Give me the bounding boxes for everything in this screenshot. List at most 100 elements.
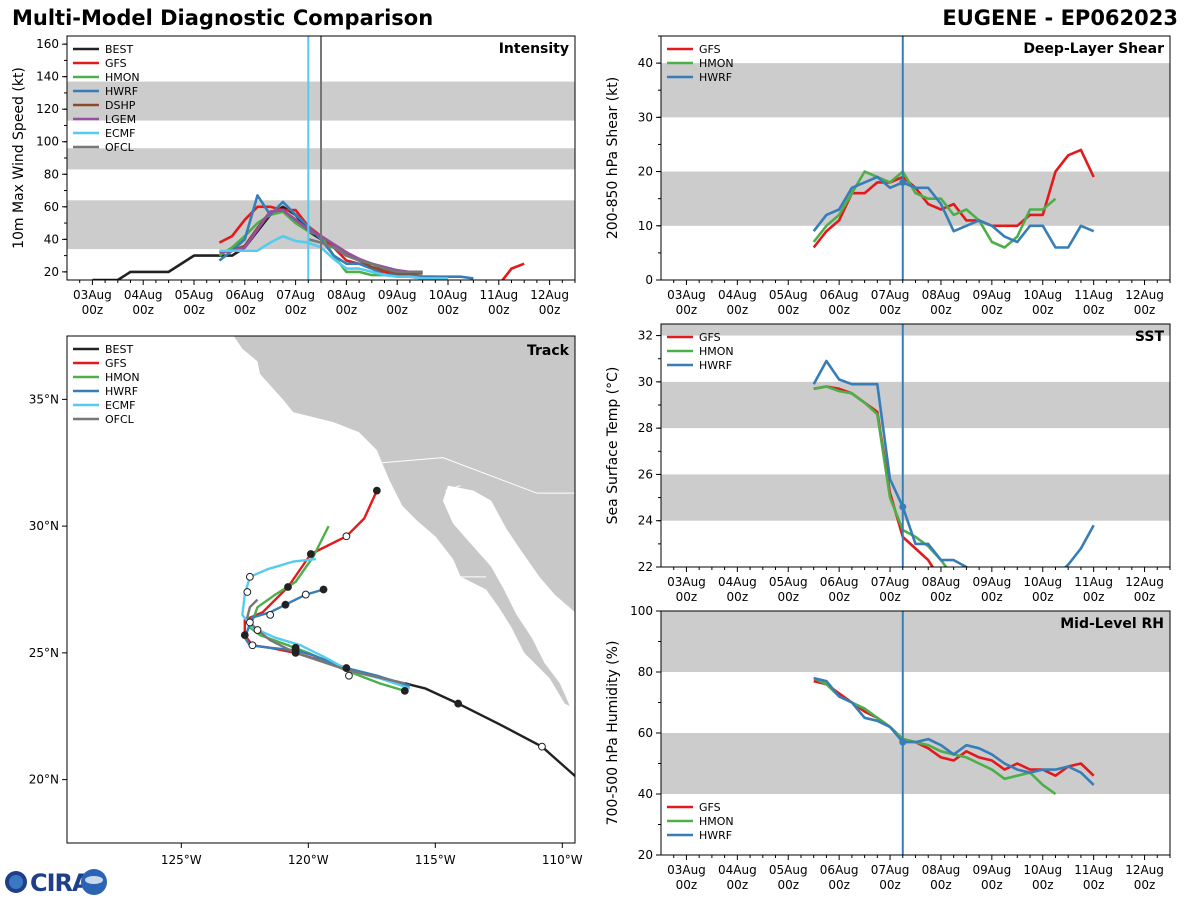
x-tick-label: 00z: [930, 590, 952, 604]
y-tick-label: 35°N: [29, 392, 59, 406]
legend-label: OFCL: [105, 413, 135, 426]
legend-label: HWRF: [105, 385, 138, 398]
threshold-band: [661, 611, 1170, 672]
x-tick-label: 07Aug: [276, 288, 315, 302]
track-position-marker: [319, 585, 328, 594]
legend-label: HWRF: [699, 359, 732, 372]
x-tick-label: 04Aug: [124, 288, 163, 302]
x-tick-label: 08Aug: [922, 288, 961, 302]
y-tick-label: 20°N: [29, 773, 59, 787]
x-tick-label: 00z: [539, 303, 561, 317]
x-tick-label: 04Aug: [718, 575, 757, 589]
x-tick-label: 11Aug: [479, 288, 518, 302]
political-border: [445, 485, 461, 492]
series-line-hmon: [812, 170, 1057, 249]
y-tick-label: 20: [638, 165, 653, 179]
y-tick-label: 20: [44, 265, 59, 279]
political-border: [381, 457, 575, 494]
x-tick-label: 05Aug: [769, 288, 808, 302]
y-axis-label: 700-500 hPa Humidity (%): [605, 641, 621, 826]
x-tick-label: 03Aug: [667, 575, 706, 589]
x-tick-label: 00z: [777, 878, 799, 892]
y-tick-label: 60: [44, 200, 59, 214]
y-tick-label: 28: [638, 421, 653, 435]
x-tick-label: 11Aug: [1074, 575, 1113, 589]
series-line-gfs: [813, 679, 1095, 778]
legend-label: HMON: [105, 71, 140, 84]
y-tick-label: 32: [638, 329, 653, 343]
x-tick-label: 00z: [437, 303, 459, 317]
x-tick-label: 10Aug: [1023, 575, 1062, 589]
x-tick-label: 00z: [336, 303, 358, 317]
x-tick-label: 04Aug: [718, 288, 757, 302]
x-tick-label: 120°W: [288, 853, 329, 867]
series-line-hwrf: [813, 676, 1095, 786]
threshold-band: [661, 324, 1170, 336]
current-value-marker: [899, 738, 907, 746]
x-tick-label: 12Aug: [1125, 863, 1164, 877]
x-tick-label: 08Aug: [922, 575, 961, 589]
x-tick-label: 10Aug: [429, 288, 468, 302]
panel-title: Mid-Level RH: [1060, 616, 1164, 632]
x-tick-label: 07Aug: [871, 863, 910, 877]
panel-sst: 22242628303203Aug00z04Aug00z05Aug00z06Au…: [605, 323, 1171, 604]
y-tick-label: 10: [638, 219, 653, 233]
threshold-band: [661, 171, 1170, 226]
y-tick-label: 24: [638, 514, 653, 528]
x-tick-label: 00z: [1083, 303, 1105, 317]
map-frame: [66, 335, 576, 844]
y-tick-label: 100: [630, 604, 653, 618]
plot-area: [661, 611, 1170, 855]
y-axis-label: 10m Max Wind Speed (kt): [11, 67, 27, 249]
y-tick-label: 40: [638, 56, 653, 70]
threshold-band: [661, 63, 1170, 118]
x-tick-label: 00z: [879, 590, 901, 604]
track-position-marker: [342, 532, 351, 541]
x-tick-label: 09Aug: [972, 575, 1011, 589]
legend-label: HMON: [699, 815, 734, 828]
x-tick-label: 115°W: [415, 853, 456, 867]
track-position-marker: [342, 664, 351, 672]
x-tick-label: 00z: [777, 303, 799, 317]
x-tick-label: 05Aug: [769, 575, 808, 589]
x-tick-label: 08Aug: [922, 863, 961, 877]
x-tick-label: 110°W: [542, 853, 583, 867]
series-line-hwrf: [812, 175, 1095, 249]
x-tick-label: 00z: [828, 303, 850, 317]
series-line-ofcl: [307, 238, 423, 274]
x-tick-label: 00z: [132, 303, 154, 317]
panel-title: SST: [1135, 329, 1165, 345]
current-value-marker: [899, 178, 907, 186]
threshold-band: [661, 474, 1170, 521]
x-tick-label: 00z: [981, 303, 1003, 317]
y-tick-label: 80: [44, 167, 59, 181]
legend-label: HWRF: [699, 829, 732, 842]
x-tick-label: 05Aug: [175, 288, 214, 302]
x-tick-label: 00z: [1134, 878, 1156, 892]
x-tick-label: 10Aug: [1023, 863, 1062, 877]
legend-label: LGEM: [105, 113, 136, 126]
x-tick-label: 03Aug: [667, 863, 706, 877]
x-tick-label: 08Aug: [327, 288, 366, 302]
map-area: [233, 336, 575, 778]
track-position-marker: [245, 572, 254, 581]
threshold-band: [661, 381, 1170, 429]
x-tick-label: 11Aug: [1074, 288, 1113, 302]
series-line-gfs: [812, 148, 1095, 249]
y-tick-label: 40: [638, 787, 653, 801]
track-position-marker: [284, 583, 292, 591]
legend-label: GFS: [699, 43, 721, 56]
x-tick-label: 12Aug: [530, 288, 569, 302]
x-tick-label: 00z: [879, 878, 901, 892]
y-tick-label: 25°N: [29, 646, 59, 660]
x-tick-label: 11Aug: [1074, 863, 1113, 877]
storm-id: EUGENE - EP062023: [942, 6, 1178, 30]
panel-track: 125°W 120°W 115°W 110°W 20°N 25°N 30°N 35°N Trac…: [29, 335, 583, 867]
series-line-hwrf: [812, 359, 1095, 567]
y-tick-label: 160: [36, 37, 59, 51]
track-position-marker: [454, 699, 463, 708]
x-tick-label: 06Aug: [225, 288, 264, 302]
x-tick-label: 04Aug: [718, 863, 757, 877]
panel-intensity: 2040608010012014016003Aug00z04Aug00z05Au…: [11, 35, 576, 317]
y-tick-label: 26: [638, 467, 653, 481]
